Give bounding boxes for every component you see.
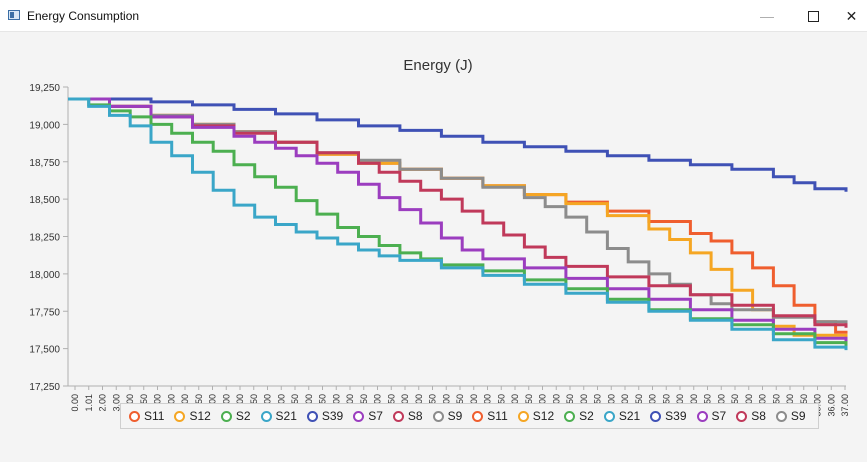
y-tick-label: 17,500 [29,345,60,356]
chart-title: Energy (J) [403,57,472,74]
series-line-s7 [68,97,848,346]
x-tick-label: 0.00 [70,394,80,412]
y-tick-label: 18,750 [29,158,60,169]
legend-label: S9 [790,409,806,423]
legend-item-s9: S9 [775,409,806,423]
legend-symbol [432,410,444,422]
chart-area: Energy (J) 17,250 17,500 17,750 18,000 18,25… [0,32,867,457]
x-tick-label: 9.00 [221,394,231,412]
legend-item-s7: S7 [353,409,383,423]
legend-label: S39 [665,409,687,423]
legend-label: S11 [144,409,165,423]
y-tick-label: 18,000 [29,270,60,281]
legend-label: S21 [275,409,297,423]
line-chart: Energy (J) 17,250 17,500 17,750 18,000 18,25… [29,57,850,417]
legend-symbol [603,410,615,422]
legend-item-s39: S39 [306,409,344,423]
close-button[interactable]: ✕ [836,0,867,32]
legend-label: S2 [579,409,594,423]
legend-label: S9 [447,409,463,423]
legend-label: S21 [618,409,641,423]
y-tick-label: 18,500 [29,195,60,206]
legend-item-s11: S11 [472,409,508,423]
legend-symbol [129,410,140,422]
legend-symbol [564,410,576,422]
legend-symbol [306,410,318,422]
x-tick-label: 5.00 [153,394,163,412]
legend-item-s12: S12 [517,409,555,423]
legend-item-s8: S8 [736,409,766,423]
legend-symbol [736,410,748,422]
x-tick-label: 36.00 [826,394,836,417]
legend-symbol [517,410,529,422]
legend-label: S11 [487,409,508,423]
y-tick-label: 19,250 [29,83,60,94]
legend-item-s11: S11 [129,409,164,423]
close-icon: ✕ [845,7,858,24]
legend-item-s2: S2 [564,409,594,423]
legend-label: S39 [321,409,344,423]
x-tick-label: 1.01 [84,394,94,412]
legend-label: S8 [751,409,766,423]
legend-symbol [353,410,365,422]
title-bar: Energy Consumption — ✕ [0,0,867,32]
y-tick-label: 18,250 [29,233,60,244]
y-tick-label: 19,000 [29,120,60,131]
legend-label: S7 [711,409,727,423]
x-tick-label: 4.00 [125,394,135,412]
legend-symbol [650,410,662,422]
legend-symbol [174,410,186,422]
legend-label: S12 [532,409,555,423]
legend-symbol [775,410,787,422]
legend-label: S8 [407,409,423,423]
legend-item-s39: S39 [650,409,687,423]
chart-legend: S11 S12 S2 S21 S39 S7 S8 S9 S11 S12 S2 S21 S39 S7 S8 S9 [120,403,819,429]
maximize-icon [807,10,819,22]
x-tick-label: 37.00 [840,394,850,417]
series-line-s39 [68,97,848,192]
legend-item-s2: S2 [220,409,251,423]
legend-label: S2 [235,409,251,423]
legend-symbol [696,410,708,422]
minimize-button[interactable]: — [744,0,790,32]
legend-symbol [260,410,272,422]
legend-symbol [392,410,404,422]
x-tick-label: 4.50 [139,394,149,412]
minimize-icon: — [760,8,774,24]
x-tick-label: 2.00 [98,394,108,412]
y-tick-label: 17,250 [29,382,60,393]
legend-item-s9: S9 [432,409,463,423]
maximize-button[interactable] [790,0,836,32]
series-line-s21 [68,97,848,351]
y-axis: 17,250 17,500 17,750 18,000 18,250 18,500 18,7… [29,83,69,393]
series-layer [68,97,848,351]
legend-label: S7 [368,409,383,423]
legend-symbol [472,410,484,422]
legend-item-s12: S12 [174,409,211,423]
legend-label: S12 [189,409,211,423]
x-tick-label: 3.00 [111,394,121,412]
x-tick-label: 8.00 [208,394,218,412]
x-tick-label: 7.50 [194,394,204,412]
legend-item-s8: S8 [392,409,423,423]
x-tick-label: 6.00 [166,394,176,412]
y-tick-label: 17,750 [29,307,60,318]
window-title: Energy Consumption [27,9,140,23]
legend-item-s21: S21 [603,409,641,423]
app-window-icon [8,10,20,20]
x-tick-label: 7.00 [180,394,190,412]
legend-item-s7: S7 [696,409,727,423]
legend-item-s21: S21 [260,409,297,423]
legend-symbol [220,410,232,422]
